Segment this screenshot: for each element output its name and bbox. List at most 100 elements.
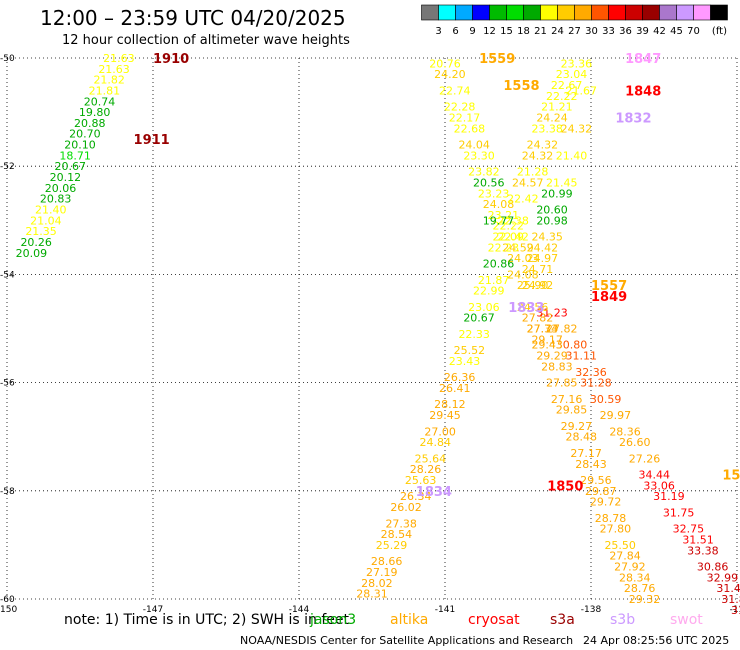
latitude-label: -58 bbox=[0, 487, 15, 497]
wave-height-value: 21.04 bbox=[30, 214, 62, 227]
longitude-label: -150 bbox=[0, 605, 17, 615]
wave-height-value: 20.09 bbox=[16, 247, 48, 260]
wave-height-value: 23.82 bbox=[468, 166, 500, 179]
wave-height-value: 28.83 bbox=[541, 360, 573, 373]
wave-height-value: 22.68 bbox=[454, 122, 486, 135]
credit-text: NOAA/NESDIS Center for Satellite Applica… bbox=[240, 634, 574, 647]
wave-height-value: 30.59 bbox=[590, 393, 622, 406]
wave-height-value: 34.44 bbox=[639, 469, 671, 482]
colorbar-tick-label: 33 bbox=[602, 26, 615, 37]
wave-height-value: 23.23 bbox=[478, 187, 510, 200]
colorbar-tick-label: 18 bbox=[517, 26, 530, 37]
wave-height-value: 24.04 bbox=[458, 139, 490, 152]
wave-height-value: 23.30 bbox=[463, 149, 495, 162]
wave-height-value: 28.12 bbox=[434, 398, 466, 411]
wave-height-value: 23.04 bbox=[556, 68, 588, 81]
wave-height-value: 24.56 bbox=[517, 301, 549, 314]
wave-height-value: 22.23 bbox=[488, 241, 520, 254]
wave-height-value: 22.38 bbox=[497, 214, 529, 227]
wave-height-value: 32.75 bbox=[673, 523, 705, 536]
wave-height-value: 29.17 bbox=[531, 333, 563, 346]
wave-height-value: 29.45 bbox=[429, 409, 461, 422]
footer-note: note: 1) Time is in UTC; 2) SWH is in fe… bbox=[64, 612, 350, 628]
wave-height-value: 24.24 bbox=[536, 112, 568, 125]
pass-number-label: 1559 bbox=[479, 52, 515, 67]
longitude-label: -144 bbox=[289, 605, 310, 615]
pass-number-label: 1558 bbox=[503, 79, 539, 94]
wave-height-value: 20.67 bbox=[463, 312, 495, 325]
wave-height-value: 21.67 bbox=[566, 84, 598, 97]
latitude-label: -50 bbox=[0, 54, 15, 64]
wave-height-value: 27.17 bbox=[570, 447, 602, 460]
wave-height-value: 24.20 bbox=[434, 68, 466, 81]
wave-height-value: 28.36 bbox=[609, 425, 641, 438]
pass-number-label: 1849 bbox=[591, 290, 627, 305]
wave-height-value: 31.19 bbox=[653, 490, 685, 503]
latitude-label: -54 bbox=[0, 270, 15, 280]
pass-number-label: 1848 bbox=[625, 84, 661, 99]
source-swot: swot bbox=[670, 612, 703, 628]
wave-height-value: 31.20 bbox=[731, 604, 740, 617]
wave-height-value: 31.23 bbox=[536, 306, 568, 319]
wave-height-value: 24.32 bbox=[522, 149, 554, 162]
wave-height-value: 27.73 bbox=[527, 323, 559, 336]
page-subtitle: 12 hour collection of altimeter wave hei… bbox=[62, 33, 350, 48]
longitude-label: -141 bbox=[435, 605, 455, 615]
wave-height-value: 26.60 bbox=[619, 436, 651, 449]
wave-height-value: 22.09 bbox=[493, 231, 525, 244]
wave-height-value: 28.34 bbox=[619, 571, 651, 584]
wave-height-value: 27.92 bbox=[614, 561, 646, 574]
source-jason3: jason3 bbox=[310, 612, 357, 628]
wave-height-value: 25.29 bbox=[376, 539, 408, 552]
pass-number-label: 1847 bbox=[625, 52, 661, 67]
wave-height-value: 32.36 bbox=[575, 366, 607, 379]
colorbar-tick-label: 3 bbox=[435, 26, 441, 37]
source-s3a: s3a bbox=[550, 612, 575, 628]
wave-height-value: 20.06 bbox=[45, 182, 77, 195]
wave-height-value: 28.43 bbox=[575, 458, 607, 471]
wave-height-value: 21.40 bbox=[556, 149, 588, 162]
colorbar-tick-label: 42 bbox=[653, 26, 666, 37]
wave-height-value: 21.40 bbox=[35, 203, 67, 216]
pass-number-label: 1557 bbox=[591, 279, 627, 294]
wave-height-value: 20.67 bbox=[55, 160, 87, 173]
colorbar-tick-label: 24 bbox=[551, 26, 564, 37]
colorbar-swatch bbox=[710, 4, 728, 21]
wave-height-value: 22.67 bbox=[551, 79, 583, 92]
wave-height-value: 20.98 bbox=[536, 214, 568, 227]
wave-height-value: 23.43 bbox=[449, 355, 481, 368]
wave-height-value: 19.77 bbox=[483, 214, 515, 227]
wave-height-value: 33.06 bbox=[643, 479, 675, 492]
wave-height-value: 18.71 bbox=[59, 149, 91, 162]
wave-height-value: 21.63 bbox=[103, 52, 135, 65]
wave-height-value: 22.74 bbox=[439, 84, 471, 97]
wave-height-value: 20.70 bbox=[69, 128, 101, 141]
wave-height-value: 21.21 bbox=[541, 101, 573, 114]
wave-height-value: 29.43 bbox=[531, 339, 563, 352]
wave-height-value: 20.12 bbox=[50, 171, 82, 184]
wave-height-value: 27.38 bbox=[385, 517, 417, 530]
wave-height-value: 24.97 bbox=[527, 252, 559, 265]
colorbar-tick-label: 21 bbox=[534, 26, 547, 37]
wave-height-value: 20.10 bbox=[64, 139, 96, 152]
wave-height-value: 31.28 bbox=[580, 377, 612, 390]
wave-height-value: 28.26 bbox=[410, 463, 442, 476]
wave-height-value: 22.17 bbox=[449, 112, 481, 125]
latitude-label: -60 bbox=[0, 595, 15, 605]
wave-height-value: 25.50 bbox=[604, 539, 636, 552]
wave-height-value: 24.03 bbox=[507, 252, 539, 265]
wave-height-value: 27.82 bbox=[546, 323, 578, 336]
wave-height-value: 20.26 bbox=[20, 236, 52, 249]
wave-height-value: 20.60 bbox=[536, 203, 568, 216]
colorbar-tick-label: 15 bbox=[500, 26, 513, 37]
wave-height-value: 26.36 bbox=[444, 371, 476, 384]
wave-height-value: 21.35 bbox=[25, 225, 57, 238]
wave-height-value: 22.42 bbox=[497, 231, 529, 244]
wave-height-value: 24.42 bbox=[527, 241, 559, 254]
wave-height-value: 21.87 bbox=[478, 274, 510, 287]
wave-height-value: 24.59 bbox=[502, 241, 534, 254]
source-altika: altika bbox=[390, 612, 429, 628]
wave-height-value: 27.82 bbox=[522, 312, 554, 325]
colorbar-tick-label: 70 bbox=[687, 26, 700, 37]
colorbar-tick-label: 39 bbox=[636, 26, 649, 37]
